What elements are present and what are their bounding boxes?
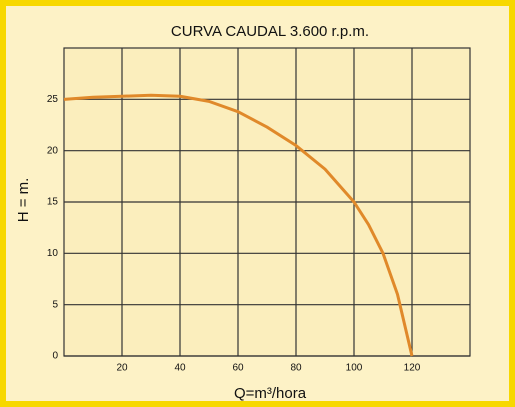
chart-title: CURVA CAUDAL 3.600 r.p.m. <box>171 23 369 40</box>
y-axis-label: H = m. <box>15 178 32 223</box>
y-tick-label: 10 <box>47 248 59 259</box>
y-tick-label: 15 <box>47 197 59 208</box>
x-axis-label: Q=m³/hora <box>234 385 307 402</box>
curve <box>63 93 414 357</box>
x-tick-label: 120 <box>404 363 421 374</box>
y-tick-label: 0 <box>52 351 58 362</box>
x-tick-label: 40 <box>174 363 186 374</box>
x-tick-label: 80 <box>290 363 302 374</box>
y-tick-label: 25 <box>47 94 59 105</box>
x-tick-label: 20 <box>116 363 128 374</box>
y-tick-label: 20 <box>47 145 59 156</box>
x-tick-label: 60 <box>232 363 244 374</box>
x-tick-label: 100 <box>346 363 363 374</box>
y-tick-label: 5 <box>52 299 58 310</box>
